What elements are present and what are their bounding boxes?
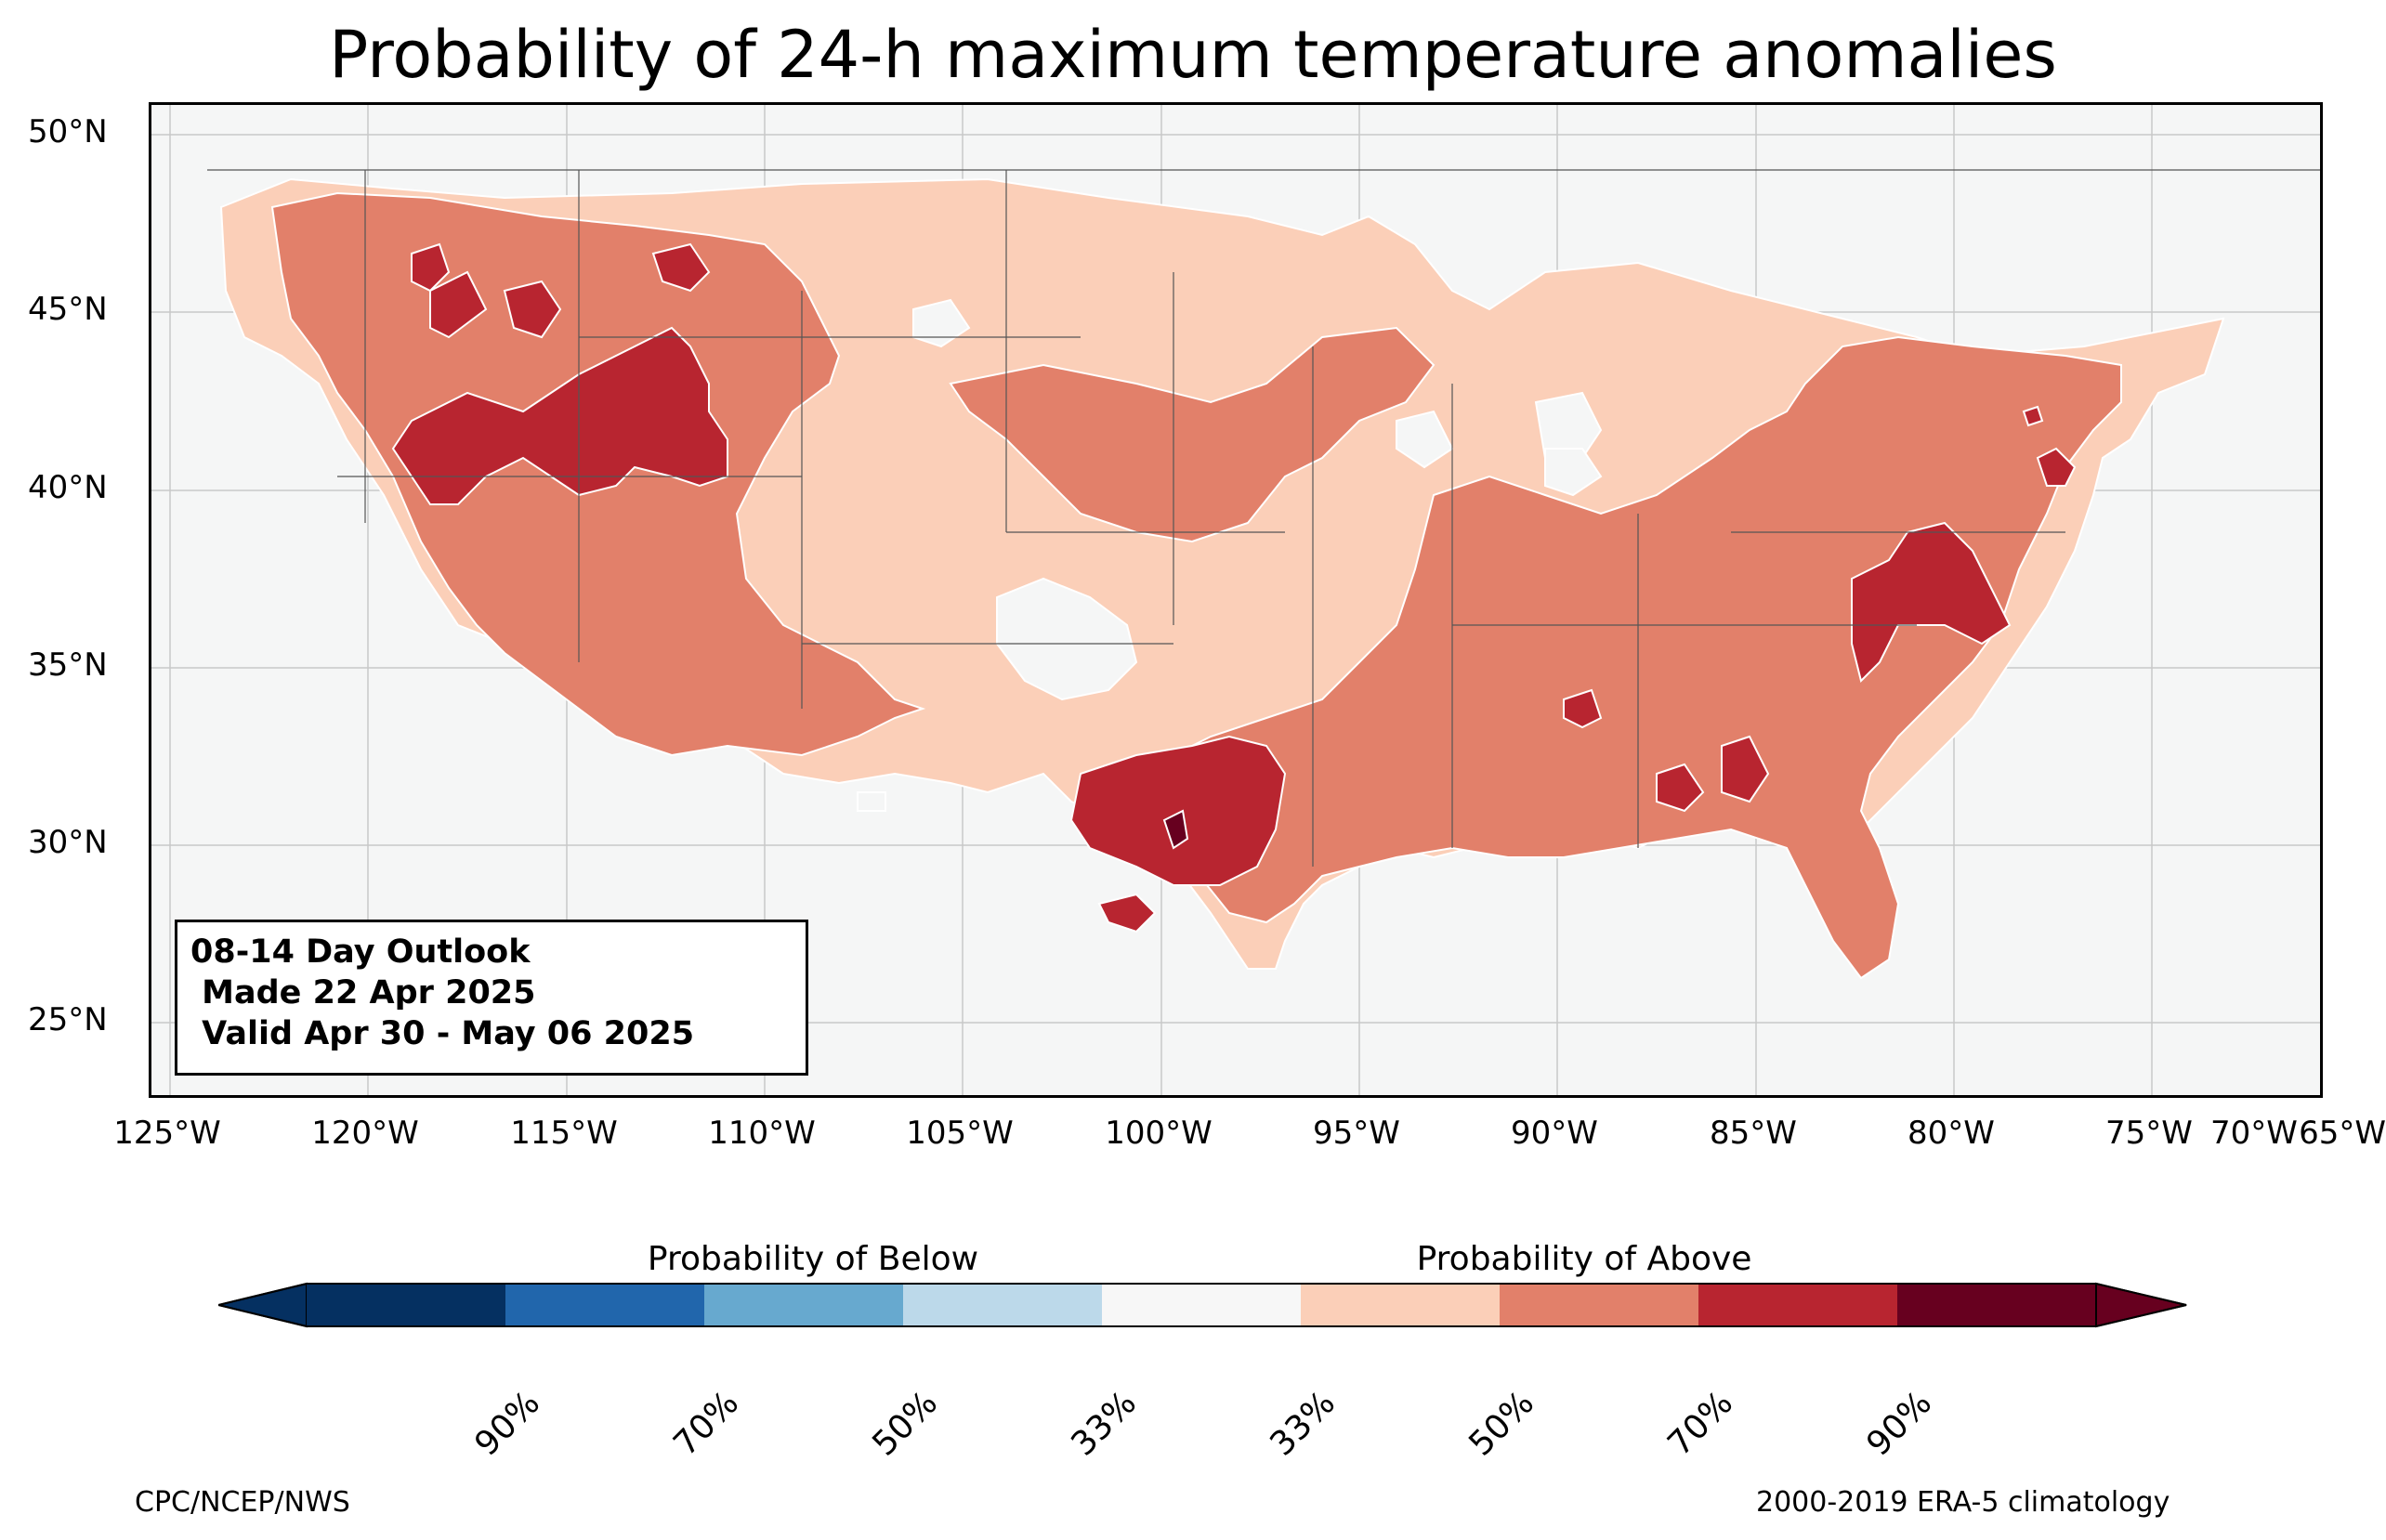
- lat-label-40n: 40°N: [28, 469, 108, 506]
- cb-tick-above-50: 50%: [1462, 1384, 1541, 1464]
- cb-above-70: [1698, 1284, 1897, 1326]
- lon-label-65w: 65°W: [2299, 1115, 2386, 1152]
- lon-label-115w: 115°W: [510, 1115, 618, 1152]
- region-near-normal: [857, 298, 1603, 812]
- outlook-valid-range: Valid Apr 30 - May 06 2025: [190, 1015, 695, 1052]
- map-title: Probability of 24-h maximum temperature …: [329, 17, 2057, 93]
- cb-above-33: [1301, 1284, 1500, 1326]
- cb-above-90: [2095, 1282, 2187, 1328]
- map-panel[interactable]: [149, 102, 2323, 1098]
- lon-label-95w: 95°W: [1313, 1115, 1400, 1152]
- cb-below-90: [218, 1282, 308, 1328]
- cb-above-90-band: [1897, 1284, 2096, 1326]
- cb-below-33: [903, 1284, 1102, 1326]
- footer-source: CPC/NCEP/NWS: [135, 1486, 350, 1519]
- outlook-title: 08-14 Day Outlook: [190, 933, 531, 971]
- lat-label-35n: 35°N: [28, 646, 108, 684]
- cb-near-normal: [1102, 1284, 1301, 1326]
- cb-tick-below-33: 33%: [1064, 1384, 1144, 1464]
- lat-label-30n: 30°N: [28, 824, 108, 861]
- lat-label-50n: 50°N: [28, 113, 108, 150]
- cb-above-50: [1500, 1284, 1698, 1326]
- lon-label-100w: 100°W: [1105, 1115, 1213, 1152]
- colorbar-outline: [218, 1283, 2187, 1327]
- lon-label-80w: 80°W: [1907, 1115, 1995, 1152]
- cb-tick-above-90: 90%: [1859, 1384, 1939, 1464]
- cb-below-70: [505, 1284, 704, 1326]
- lon-label-120w: 120°W: [311, 1115, 419, 1152]
- lat-label-45n: 45°N: [28, 291, 108, 328]
- colorbar: [218, 1282, 2187, 1328]
- colorbar-below-title: Probability of Below: [647, 1240, 979, 1278]
- lon-label-75w: 75°W: [2105, 1115, 2193, 1152]
- lon-label-105w: 105°W: [906, 1115, 1014, 1152]
- cb-below-50: [704, 1284, 903, 1326]
- lon-label-70w: 70°W: [2210, 1115, 2298, 1152]
- cb-tick-below-90: 90%: [467, 1384, 547, 1464]
- cb-tick-above-33: 33%: [1263, 1384, 1343, 1464]
- footer-climatology: 2000-2019 ERA-5 climatology: [1756, 1486, 2170, 1519]
- cb-below-90-band: [307, 1284, 505, 1326]
- outlook-info-box: 08-14 Day Outlook Made 22 Apr 2025 Valid…: [175, 920, 808, 1076]
- map-canvas: [151, 105, 2320, 1095]
- cb-tick-below-70: 70%: [666, 1384, 746, 1464]
- colorbar-above-title: Probability of Above: [1416, 1240, 1752, 1278]
- region-above-70: [391, 242, 2077, 933]
- lon-label-90w: 90°W: [1511, 1115, 1598, 1152]
- region-above-90: [1162, 809, 1189, 850]
- lon-label-85w: 85°W: [1710, 1115, 1797, 1152]
- cb-tick-above-70: 70%: [1660, 1384, 1740, 1464]
- outlook-made-date: Made 22 Apr 2025: [190, 974, 536, 1011]
- lon-label-110w: 110°W: [708, 1115, 816, 1152]
- lat-label-25n: 25°N: [28, 1001, 108, 1038]
- lon-label-125w: 125°W: [113, 1115, 221, 1152]
- boundary-lines: [207, 169, 2320, 867]
- cb-tick-below-50: 50%: [865, 1384, 945, 1464]
